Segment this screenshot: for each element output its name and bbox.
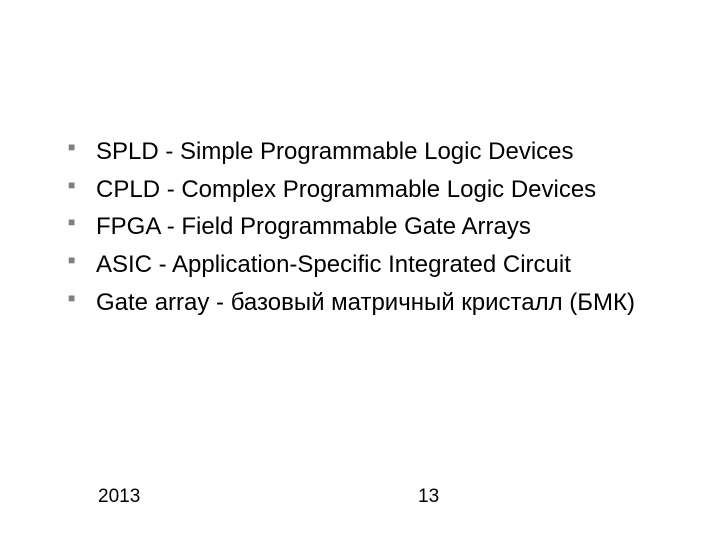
footer-page-number: 13 <box>418 486 439 508</box>
list-item: CPLD - Complex Programmable Logic Device… <box>68 174 660 206</box>
list-item: ASIC - Application-Specific Integrated C… <box>68 249 660 281</box>
footer-year: 2013 <box>98 486 140 508</box>
list-item: FPGA - Field Programmable Gate Arrays <box>68 211 660 243</box>
list-item: SPLD - Simple Programmable Logic Devices <box>68 136 660 168</box>
bullet-list: SPLD - Simple Programmable Logic Devices… <box>68 136 660 318</box>
slide-content: SPLD - Simple Programmable Logic Devices… <box>68 136 660 324</box>
list-item: Gate array - базовый матричный кристалл … <box>68 287 660 319</box>
